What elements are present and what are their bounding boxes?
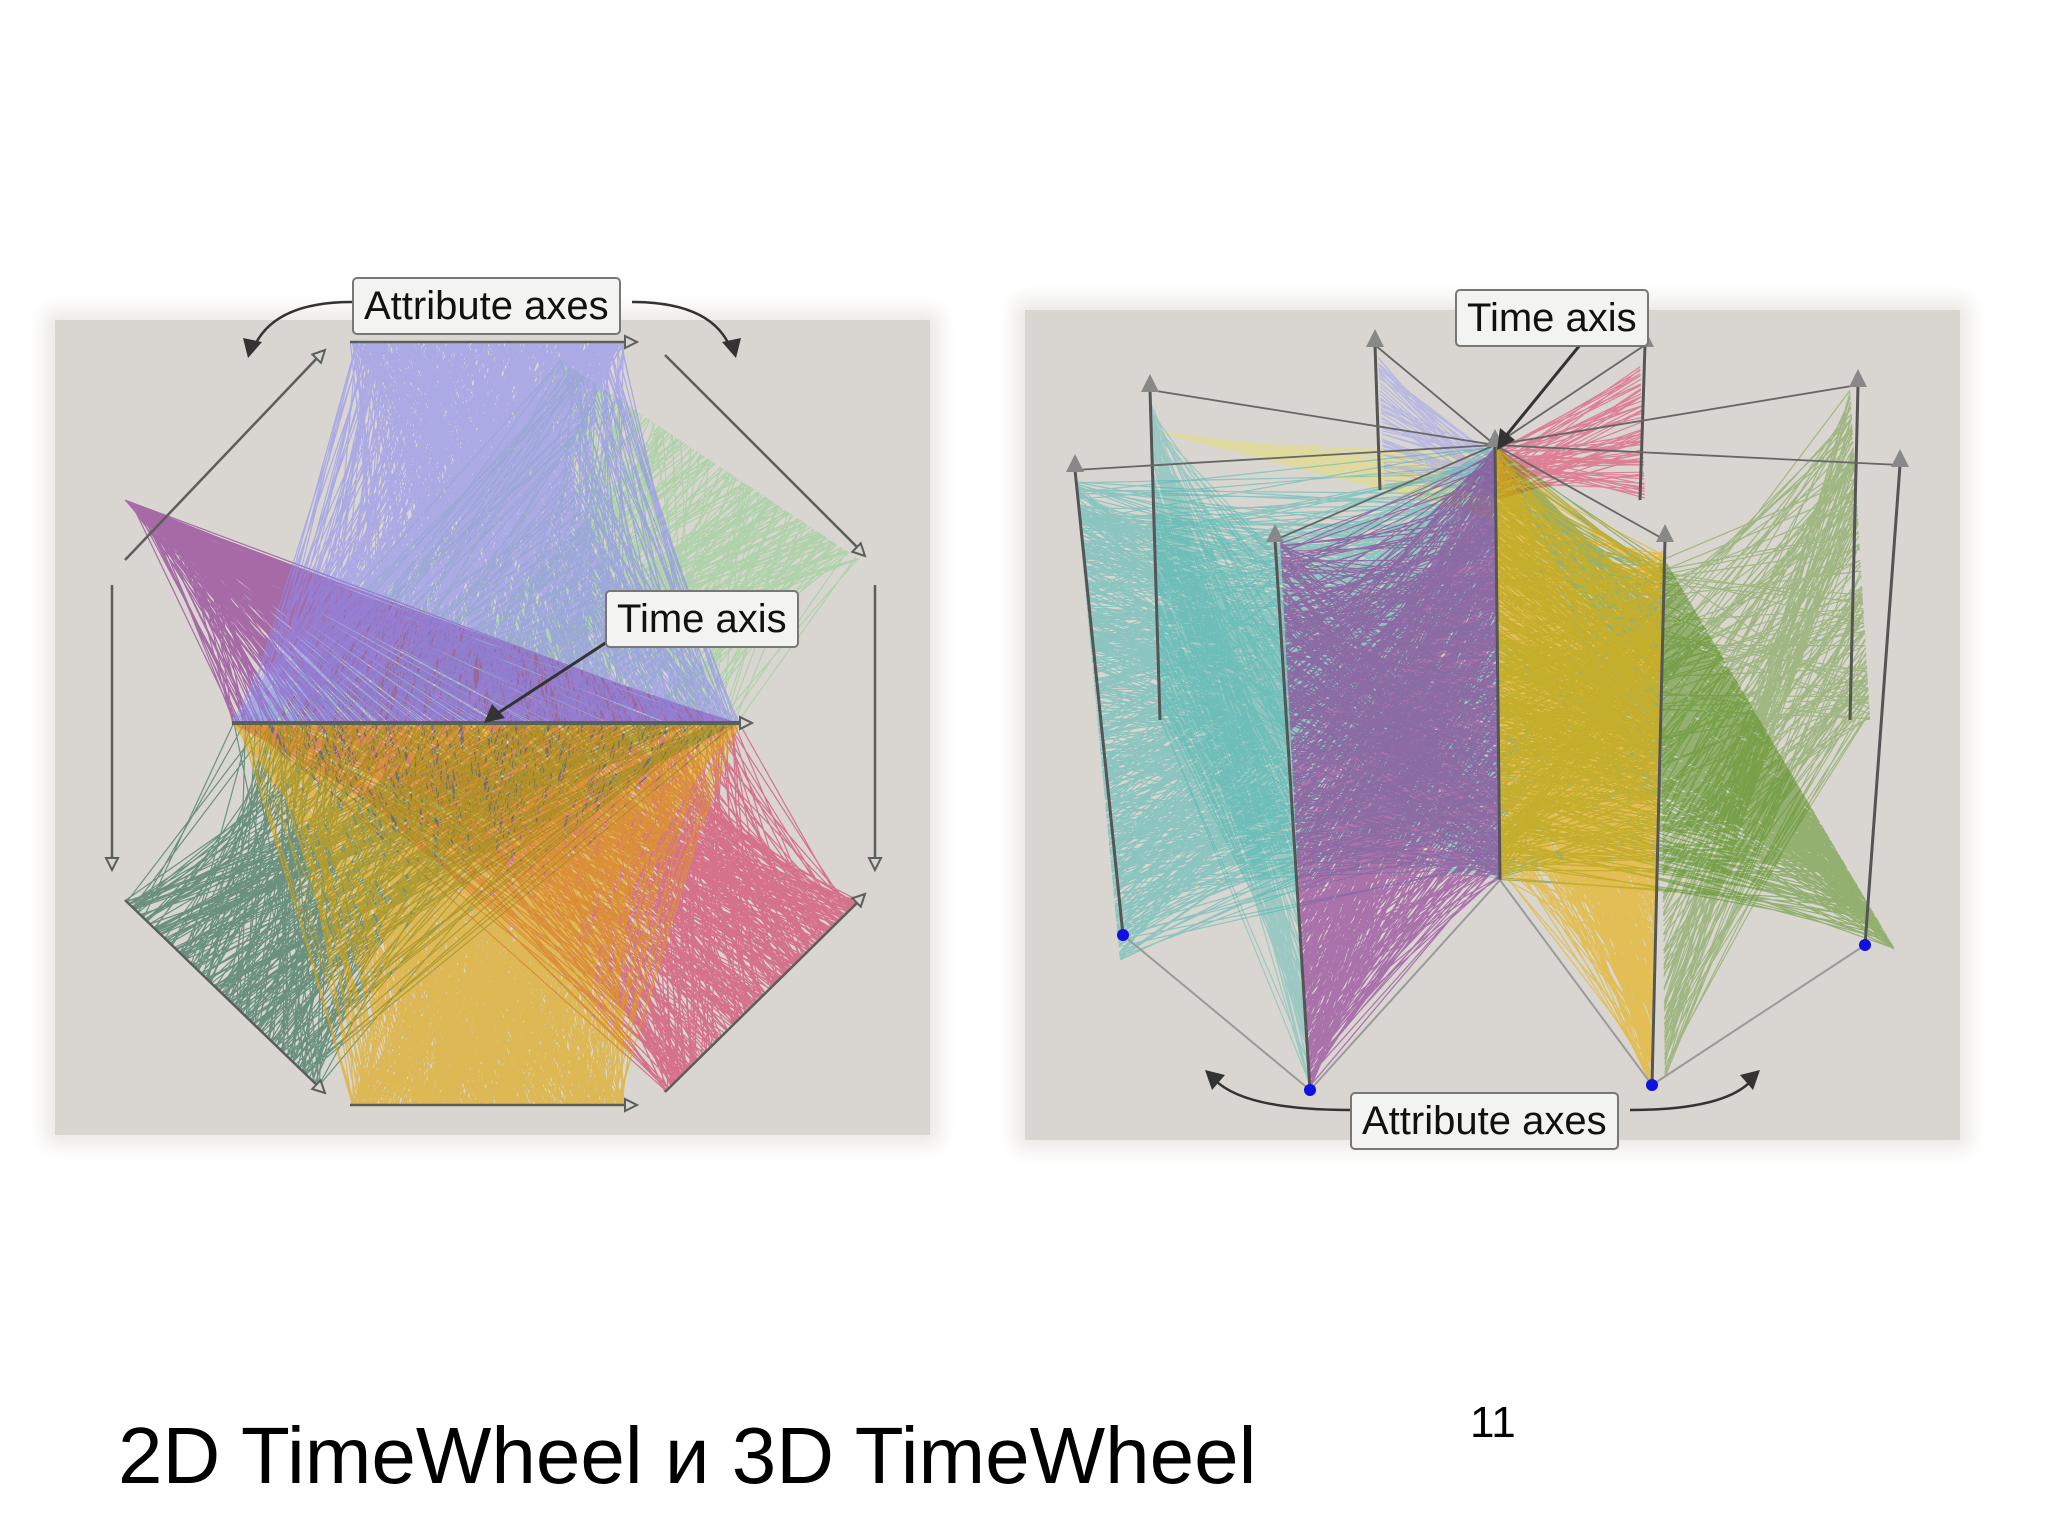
arrowhead-right xyxy=(867,857,883,873)
axis-3d-far-right xyxy=(1848,384,1860,721)
hub-spoke xyxy=(1374,344,1496,446)
lower-left-attribute-axis xyxy=(124,899,321,1089)
hub-spoke xyxy=(1494,384,1859,446)
axis-3d-head-front-right xyxy=(1656,524,1674,542)
upper-left-attribute-axis xyxy=(124,354,321,561)
timewheel-2d-axes xyxy=(110,340,877,1107)
curved-arrow-3d-left xyxy=(1214,1079,1351,1112)
bundle-blue xyxy=(231,341,740,724)
hub-spoke xyxy=(1494,444,1901,466)
time-axis-pointer-3d xyxy=(1503,344,1582,438)
curved-arrowhead-left xyxy=(243,338,262,358)
axis-3d-dot-left xyxy=(1117,929,1129,941)
axis-3d-head-back-left xyxy=(1366,329,1384,347)
curved-arrow-3d-right xyxy=(1629,1079,1753,1112)
time-axis-callout-3d: Time axis xyxy=(1455,289,1649,347)
axis-3d-right xyxy=(1863,464,1902,946)
axis-3d-head-left xyxy=(1066,454,1084,472)
bundle-yellow xyxy=(1156,430,1499,520)
axis-3d-head-front-left xyxy=(1266,524,1284,542)
attribute-axes-curved-arrows-3d xyxy=(1214,1079,1753,1112)
base-edge xyxy=(1309,879,1501,1091)
timewheel-3d-axes xyxy=(1073,344,1902,1091)
axis-3d-dot-front-right xyxy=(1646,1079,1658,1091)
bundle-orange-3d xyxy=(1494,445,1666,1086)
axis-3d-dot-right xyxy=(1859,939,1871,951)
axis-3d-dot-front-left xyxy=(1304,1084,1316,1096)
bundle-green-mid xyxy=(1659,390,1871,1078)
hub-spoke xyxy=(1074,444,1496,471)
axis-3d-center-time xyxy=(1493,444,1502,881)
axis-3d-front-right xyxy=(1650,539,1667,1086)
base-edge xyxy=(1499,879,1653,1086)
axis-3d-far-left xyxy=(1148,389,1162,721)
arrowhead-upper-right xyxy=(850,541,867,558)
bundle-orange xyxy=(231,722,741,1106)
arrowhead-time-axis xyxy=(739,715,755,731)
time-axis-pointer xyxy=(494,638,611,717)
hub-spoke xyxy=(1274,444,1496,541)
time-axis-callout-2d: Time axis xyxy=(605,590,799,648)
axis-3d-left xyxy=(1073,469,1125,936)
arrowhead-lower-left xyxy=(310,1078,327,1095)
curved-arrowhead-3d-left xyxy=(1205,1070,1225,1090)
attribute-axes-callout-2d: Attribute axes xyxy=(352,277,621,335)
bundle-pink xyxy=(1494,366,1646,500)
lower-right-attribute-axis xyxy=(664,899,861,1093)
axis-3d-head-far-left xyxy=(1141,374,1159,392)
axis-3d-back-left xyxy=(1373,344,1382,491)
time-axis-pointer-head xyxy=(484,704,505,723)
base-edge xyxy=(1651,944,1866,1086)
arrowhead-lower-right xyxy=(850,892,867,909)
arrowhead-bottom xyxy=(624,1097,640,1113)
axis-3d-front-left xyxy=(1273,539,1312,1091)
time-axis-pointer-head-3d xyxy=(1497,428,1515,450)
curved-arrowhead-right xyxy=(722,338,741,358)
slide-title: 2D TimeWheel и 3D TimeWheel xyxy=(118,1411,1257,1500)
arrowhead-upper-left xyxy=(310,348,327,365)
hub-spoke xyxy=(1149,389,1496,446)
axis-3d-head-far-right xyxy=(1849,369,1867,387)
timewheel-2d-arrowheads xyxy=(104,334,883,1113)
arrowhead-top xyxy=(624,334,640,350)
axis-3d-head-right xyxy=(1891,449,1909,467)
arrowhead-left xyxy=(104,857,120,873)
bundle-purple-3d xyxy=(1279,445,1501,1090)
curved-arrowhead-3d-right xyxy=(1740,1070,1760,1090)
timewheel-3d-lines xyxy=(1075,357,1895,1090)
bundle-teal-mid xyxy=(1149,400,1311,1089)
hub-spoke xyxy=(1494,344,1646,446)
hub-spoke xyxy=(1494,444,1666,541)
base-edge xyxy=(1122,934,1311,1091)
attribute-axes-callout-3d: Attribute axes xyxy=(1350,1092,1619,1150)
timewheel-3d-axis-dots xyxy=(1117,929,1871,1096)
upper-right-attribute-axis xyxy=(664,354,861,551)
axis-3d-back-right xyxy=(1638,344,1647,501)
slide-number: 11 xyxy=(1470,1398,1516,1447)
